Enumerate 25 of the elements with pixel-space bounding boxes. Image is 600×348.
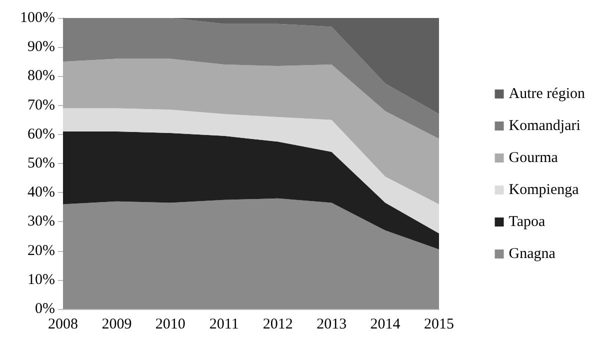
legend-label: Autre région xyxy=(508,86,586,102)
y-tick-label: 20% xyxy=(28,242,55,259)
legend-label: Kompienga xyxy=(508,182,580,198)
legend-label: Komandjari xyxy=(508,118,580,134)
y-tick-label: 90% xyxy=(28,39,55,56)
x-tick-label: 2009 xyxy=(102,316,132,332)
x-tick-label: 2013 xyxy=(316,316,347,332)
y-tick-label: 100% xyxy=(20,10,55,26)
x-tick-label: 2010 xyxy=(155,316,186,332)
x-tick-label: 2014 xyxy=(370,316,401,332)
x-tick-label: 2012 xyxy=(262,316,293,332)
y-tick-label: 50% xyxy=(28,156,55,172)
legend-label: Tapoa xyxy=(508,214,546,230)
y-tick-label: 70% xyxy=(28,97,55,114)
y-tick-label: 40% xyxy=(28,184,55,201)
y-tick-label: 0% xyxy=(35,301,55,317)
y-tick-label: 10% xyxy=(28,272,55,288)
x-tick-label: 2011 xyxy=(209,316,239,332)
y-tick-label: 80% xyxy=(28,68,55,84)
legend-label: Gnagna xyxy=(508,246,556,262)
legend-label: Gourma xyxy=(508,150,558,166)
y-tick-label: 30% xyxy=(28,214,55,230)
y-tick-label: 60% xyxy=(28,126,55,142)
x-tick-label: 2008 xyxy=(48,316,78,332)
x-tick-label: 2015 xyxy=(424,316,454,332)
